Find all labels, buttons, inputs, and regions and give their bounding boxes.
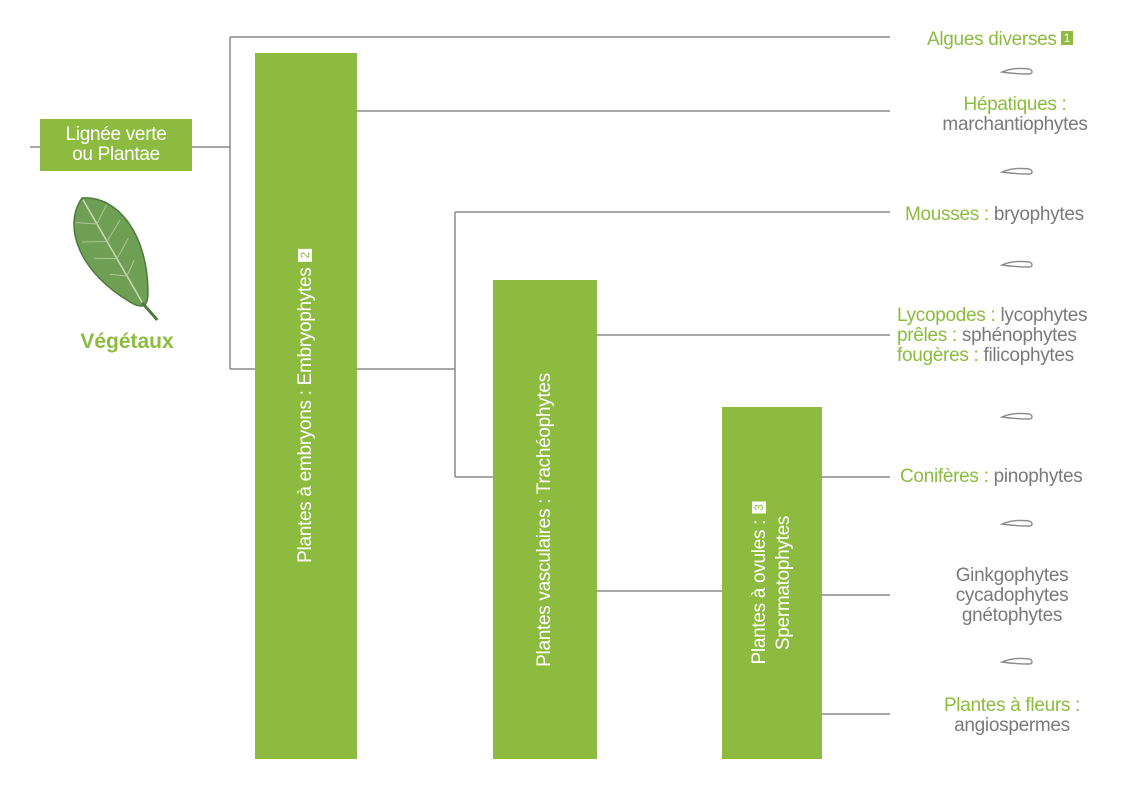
- clade-bar-spermatophytes: Plantes à ovules :3 Spermatophytes: [722, 407, 822, 759]
- footnote-badge-1: 1: [1060, 31, 1073, 45]
- clade-label-spermatophytes: Plantes à ovules :3 Spermatophytes: [748, 501, 796, 664]
- leaf-label-mousses: Mousses : bryophytes: [905, 204, 1084, 225]
- clade-label-embryophytes: Plantes à embryons : Embryophytes2: [294, 249, 318, 563]
- leaf-icon: [73, 197, 158, 321]
- squiggle-separator-icon: [999, 260, 1033, 268]
- leaf-label-ferns: Lycopodes : lycophytes prêles : sphénoph…: [897, 305, 1088, 366]
- squiggle-separator-icon: [999, 519, 1033, 527]
- root-line2: ou Plantae: [72, 144, 160, 165]
- root-caption: Végétaux: [80, 330, 174, 353]
- clade-bar-tracheophytes: Plantes vasculaires : Trachéophytes: [493, 280, 597, 759]
- clade-bar-embryophytes: Plantes à embryons : Embryophytes2: [255, 53, 357, 759]
- leaf-label-algues: Algues diverses 1: [927, 30, 1073, 50]
- root-line1: Lignée verte: [65, 124, 167, 145]
- clade-label-tracheophytes: Plantes vasculaires : Trachéophytes: [534, 372, 555, 667]
- squiggle-separator-icon: [999, 167, 1033, 175]
- squiggle-separator-icon: [999, 67, 1033, 75]
- leaf-label-gymno: Ginkgophytes cycadophytes gnétophytes: [955, 565, 1069, 626]
- root-label-box: Lignée verte ou Plantae: [40, 119, 192, 171]
- leaf-label-fleurs: Plantes à fleurs : angiospermes: [943, 695, 1081, 736]
- squiggle-separator-icon: [999, 657, 1033, 665]
- leaf-label-coniferes: Conifères : pinophytes: [900, 466, 1083, 487]
- leaf-label-hepatiques: Hépatiques : marchantiophytes: [942, 94, 1088, 135]
- footnote-badge-3: 3: [752, 501, 766, 514]
- footnote-badge-2: 2: [298, 249, 312, 262]
- squiggle-separator-icon: [999, 412, 1033, 420]
